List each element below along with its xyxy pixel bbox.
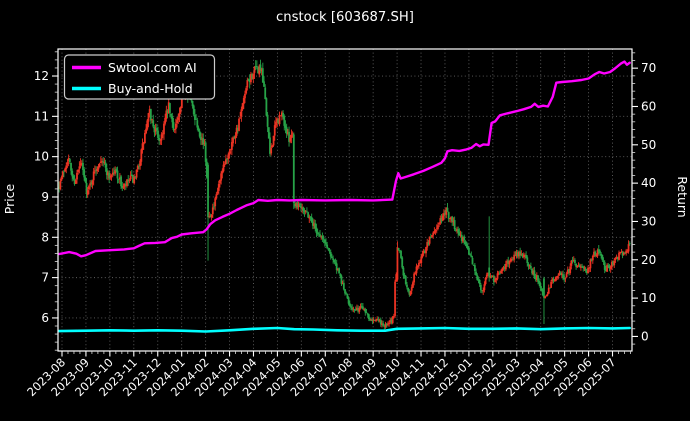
return-tick-label: 10 bbox=[641, 291, 656, 305]
return-tick-label: 0 bbox=[641, 329, 649, 343]
plot-border bbox=[57, 48, 633, 352]
price-tick-labels: 6 7 8 9 10 11 12 bbox=[34, 69, 49, 325]
price-tick-label: 10 bbox=[34, 150, 49, 164]
price-tick-label: 9 bbox=[41, 190, 49, 204]
axis-ticks bbox=[52, 51, 638, 357]
return-tick-label: 50 bbox=[641, 138, 656, 152]
legend-label-bh: Buy-and-Hold bbox=[108, 81, 193, 96]
price-tick-label: 7 bbox=[41, 271, 49, 285]
candlestick-series bbox=[58, 59, 631, 330]
legend-box bbox=[63, 54, 216, 100]
return-tick-label: 60 bbox=[641, 99, 656, 113]
return-tick-labels: 0 10 20 30 40 50 60 70 bbox=[641, 61, 656, 343]
return-tick-label: 40 bbox=[641, 176, 656, 190]
swtool-com-ai-line bbox=[58, 60, 631, 258]
legend-label-ai: Swtool.com AI bbox=[108, 60, 197, 75]
price-tick-label: 11 bbox=[34, 109, 49, 123]
legend: Swtool.com AI Buy-and-Hold bbox=[63, 54, 216, 100]
line-series bbox=[58, 60, 632, 333]
return-tick-label: 30 bbox=[641, 214, 656, 228]
price-tick-label: 8 bbox=[41, 230, 49, 244]
price-tick-label: 12 bbox=[34, 69, 49, 83]
return-tick-label: 70 bbox=[641, 61, 656, 75]
buy-and-hold-line bbox=[58, 326, 632, 333]
price-axis-label: Price bbox=[2, 183, 17, 214]
price-tick-label: 6 bbox=[41, 311, 49, 325]
return-axis-label: Return bbox=[675, 176, 690, 217]
chart-title: cnstock [603687.SH] bbox=[276, 10, 414, 25]
return-tick-label: 20 bbox=[641, 253, 656, 267]
